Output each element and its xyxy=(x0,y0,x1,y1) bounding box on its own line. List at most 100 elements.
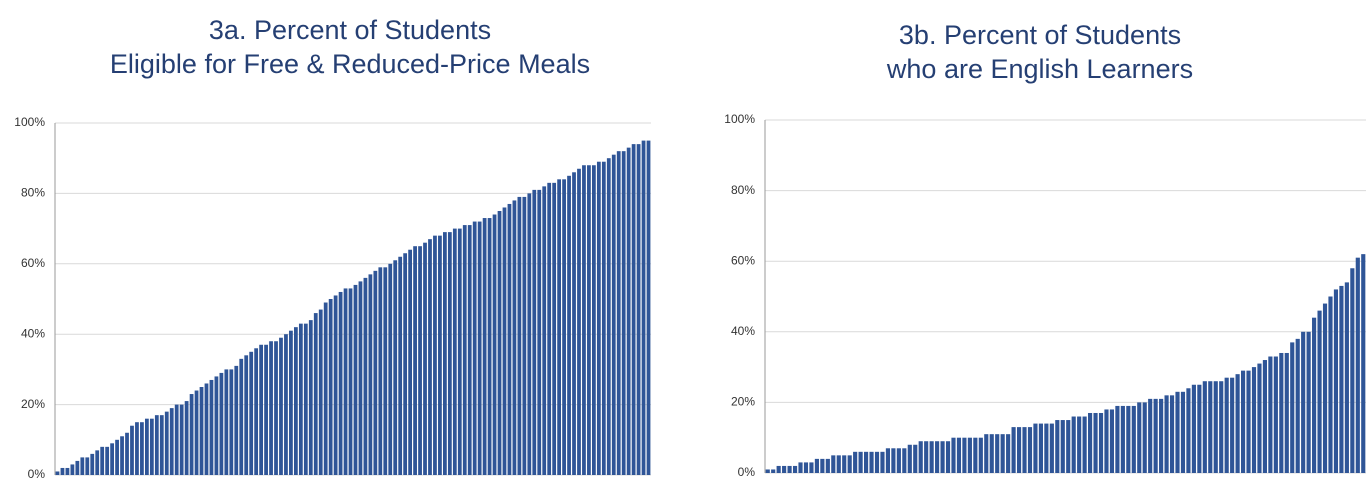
bar xyxy=(1071,416,1076,473)
bar xyxy=(1273,356,1278,473)
bar xyxy=(1240,370,1246,473)
bar xyxy=(765,469,770,473)
chart-title: 3a. Percent of Students xyxy=(209,15,491,45)
bar xyxy=(254,348,259,475)
bar xyxy=(423,242,427,475)
bar xyxy=(408,249,413,475)
bar xyxy=(562,179,566,475)
bar xyxy=(135,422,139,475)
bar xyxy=(184,401,189,475)
bar xyxy=(219,372,224,475)
bar xyxy=(224,369,229,475)
bar xyxy=(333,295,338,475)
bar xyxy=(130,425,134,475)
bar xyxy=(1027,427,1033,473)
bar xyxy=(1317,310,1322,473)
bar xyxy=(120,436,124,475)
bar xyxy=(782,465,787,473)
bar xyxy=(204,383,209,475)
bar xyxy=(159,415,164,475)
bar xyxy=(913,444,918,473)
bar xyxy=(547,182,552,475)
bar xyxy=(1159,398,1164,473)
bar xyxy=(836,455,841,473)
bar xyxy=(1066,420,1071,473)
bar xyxy=(891,448,896,473)
bar xyxy=(140,422,144,475)
bar xyxy=(771,469,776,473)
bar xyxy=(497,211,502,475)
bar xyxy=(621,151,626,475)
bar xyxy=(110,443,115,475)
bar xyxy=(606,158,611,475)
bar xyxy=(787,465,792,473)
bar xyxy=(616,151,621,475)
bar xyxy=(487,218,492,476)
bar xyxy=(1115,405,1120,473)
bar xyxy=(1022,427,1027,473)
bar xyxy=(383,267,388,475)
bar xyxy=(1109,409,1115,473)
bar xyxy=(1016,427,1022,473)
bar xyxy=(1262,360,1267,473)
bar xyxy=(1120,405,1125,473)
bar xyxy=(792,465,798,473)
y-tick-label: 0% xyxy=(738,465,756,479)
bar xyxy=(1126,405,1131,473)
bar xyxy=(880,451,885,473)
bar xyxy=(144,418,149,475)
bar xyxy=(1333,289,1339,473)
bar xyxy=(1295,338,1300,473)
bar xyxy=(214,376,219,475)
bar xyxy=(60,467,65,475)
bar xyxy=(517,196,522,476)
bar xyxy=(512,200,517,475)
bar xyxy=(1038,423,1043,473)
y-tick-label: 100% xyxy=(14,115,45,129)
bar xyxy=(567,175,571,476)
bar xyxy=(472,221,477,475)
bar xyxy=(1339,285,1344,473)
y-tick-label: 80% xyxy=(21,186,45,200)
bar xyxy=(393,260,398,475)
bar xyxy=(1306,331,1311,473)
bar xyxy=(70,464,75,475)
bar xyxy=(1049,423,1054,473)
bar xyxy=(313,313,318,475)
y-tick-label: 80% xyxy=(731,183,755,197)
bar xyxy=(403,253,408,475)
bar xyxy=(75,460,80,475)
bar xyxy=(373,270,378,475)
bar xyxy=(1344,282,1349,473)
bar xyxy=(641,140,646,475)
bar xyxy=(65,467,70,475)
bar xyxy=(1301,331,1306,473)
bar xyxy=(502,207,507,476)
bar xyxy=(482,218,487,476)
bar xyxy=(284,334,288,475)
bar xyxy=(398,256,403,475)
bar xyxy=(587,165,591,476)
bar xyxy=(244,355,249,475)
bar xyxy=(1175,391,1180,473)
bar xyxy=(1098,412,1104,473)
bar xyxy=(85,457,90,475)
bar xyxy=(874,451,880,473)
bar xyxy=(1197,384,1202,473)
bar xyxy=(984,434,989,473)
y-tick-label: 20% xyxy=(731,395,755,409)
bar xyxy=(1060,420,1065,473)
bar xyxy=(55,471,60,475)
chart-title: who are English Learners xyxy=(886,54,1193,84)
y-tick-label: 20% xyxy=(21,397,45,411)
bar xyxy=(995,434,1000,473)
bar xyxy=(929,441,934,473)
bar xyxy=(492,214,497,475)
y-tick-label: 60% xyxy=(21,256,45,270)
bar xyxy=(1235,374,1240,473)
bar xyxy=(1077,416,1082,473)
bar xyxy=(572,172,576,475)
bar xyxy=(1284,352,1289,473)
